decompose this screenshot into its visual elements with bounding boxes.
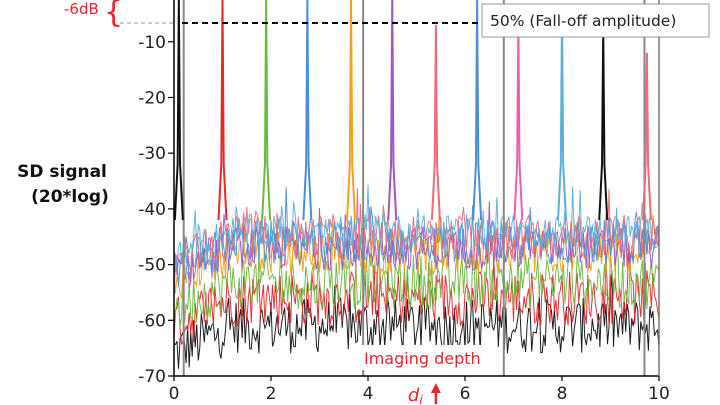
peak-trace [430, 25, 441, 221]
peak-trace [302, 0, 313, 221]
noise-trace [174, 184, 660, 272]
x-tick-label: 0 [169, 384, 180, 404]
depth-marker: di [408, 383, 441, 405]
peak-trace [641, 52, 652, 221]
noise-trace [174, 228, 660, 328]
y-tick-labels: -10 -20 -30 -40 -50 -60 -70 [138, 33, 174, 387]
y-tick-label: -70 [138, 367, 166, 387]
imaging-depth-label: Imaging depth [364, 349, 481, 368]
y-tick-label: -40 [138, 200, 166, 220]
db-label: -6dB [64, 0, 99, 18]
x-tick-label: 4 [363, 384, 374, 404]
peak-trace [598, 30, 609, 221]
depth-marker-label: di [408, 385, 423, 405]
x-tick-label: 10 [648, 384, 670, 404]
y-tick-label: -10 [138, 33, 166, 53]
db-annotation: -6dB { [64, 0, 176, 30]
x-tick-label: 6 [460, 384, 471, 404]
y-tick-label: -30 [138, 144, 166, 164]
x-tick-labels: 0 2 4 6 8 10 [169, 376, 670, 404]
peak-trace [472, 0, 483, 221]
peak-trace [217, 0, 228, 221]
falloff-legend-box: 50% (Fall-off amplitude) [481, 3, 710, 38]
x-tick-label: 2 [266, 384, 277, 404]
axes [173, 0, 660, 377]
db-brace: { [104, 0, 123, 30]
noise-trace [174, 250, 660, 345]
y-axis-label-line2: (20*log) [31, 187, 109, 207]
y-tick-label: -60 [138, 311, 166, 331]
depth-arrow-head [430, 383, 441, 393]
peak-trace [261, 0, 272, 221]
peak-trace [557, 19, 567, 221]
falloff-label: 50% (Fall-off amplitude) [490, 12, 676, 30]
peak-trace [387, 0, 398, 221]
x-tick-label: 8 [557, 384, 568, 404]
noise-trace [174, 188, 660, 285]
noise-traces [174, 184, 660, 369]
noise-trace [174, 270, 660, 369]
peak-trace [173, 0, 184, 221]
y-tick-label: -20 [138, 88, 166, 108]
y-axis-label-line1: SD signal [17, 162, 107, 182]
peak-trace [513, 25, 524, 221]
imaging-depth-annotation: Imaging depth [357, 345, 495, 370]
y-tick-label: -50 [138, 256, 166, 276]
peak-trace [346, 0, 357, 221]
